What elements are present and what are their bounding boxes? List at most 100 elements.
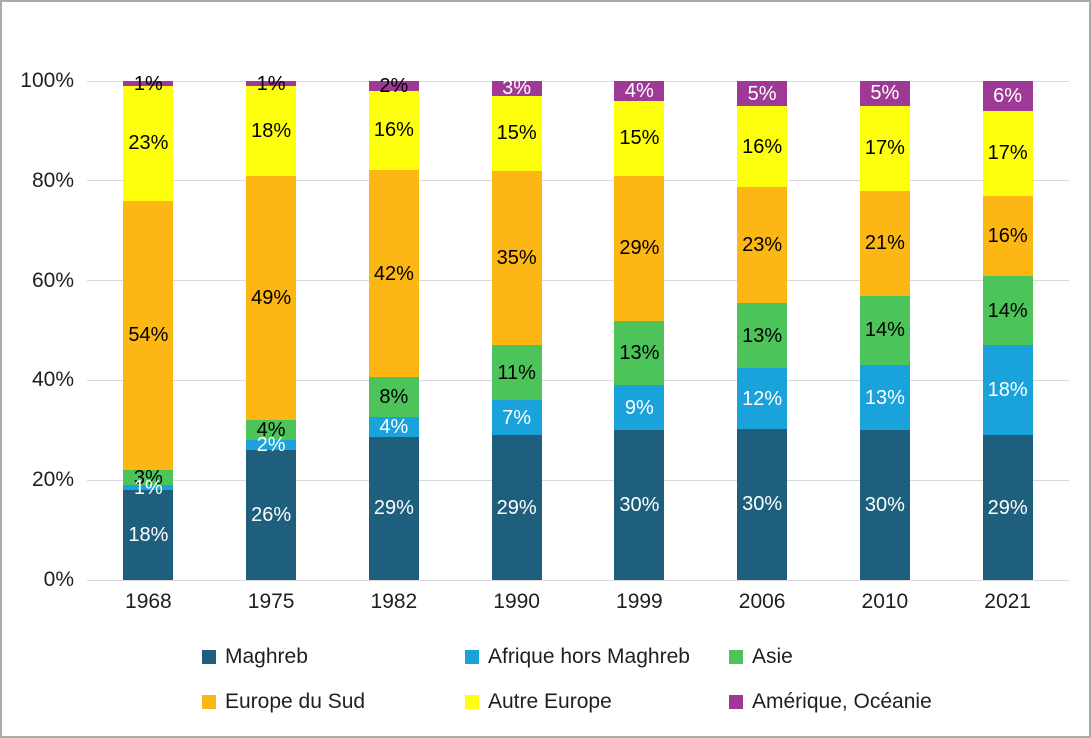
bar-segment-label: 14%: [987, 299, 1028, 322]
bar-segment-label: 9%: [624, 396, 654, 419]
bar-segment-label: 12%: [742, 387, 783, 410]
bar-segment-label: 4%: [379, 415, 409, 438]
bar-segment-amerique-oceanie: 2%: [368, 76, 419, 96]
gridline: [87, 280, 1069, 282]
bar-1975: 1% 18% 49% 4% 2% 26%: [246, 74, 297, 580]
legend-label: Maghreb: [225, 645, 308, 668]
bar-2021: 6% 17% 16% 14% 18% 29%: [982, 81, 1033, 580]
bar-segment-label: 15%: [619, 127, 660, 150]
bar-segment-maghreb: 30%: [614, 430, 665, 580]
bar-segment-europe-du-sud: 29%: [614, 175, 665, 321]
bar-segment-label: 2%: [256, 434, 286, 457]
bar-segment-label: 17%: [987, 142, 1028, 165]
bar-1982: 2% 16% 42% 8% 4% 29%: [368, 76, 419, 580]
legend-label: Europe du Sud: [225, 690, 366, 713]
bar-segment-label: 54%: [128, 324, 169, 347]
legend-item-afrique-hors-maghreb: Afrique hors Maghreb: [465, 646, 690, 668]
bar-segment-autre-europe: 15%: [491, 95, 542, 171]
bar-segment-label: 29%: [619, 237, 660, 260]
bar-segment-amerique-oceanie: 4%: [614, 81, 665, 101]
y-axis-label: 0%: [43, 568, 74, 591]
bar-segment-label: 23%: [128, 132, 169, 155]
gridline: [87, 579, 1069, 581]
x-axis-label: 1968: [125, 590, 172, 613]
bar-segment-label: 29%: [496, 496, 537, 519]
bar-segment-label: 5%: [747, 82, 777, 105]
x-axis-label: 1990: [493, 590, 540, 613]
bar-segment-label: 49%: [251, 287, 292, 310]
bar-segment-europe-du-sud: 23%: [737, 186, 788, 303]
bar-segment-amerique-oceanie: 3%: [491, 78, 542, 98]
bar-segment-autre-europe: 17%: [859, 105, 910, 191]
legend-label: Afrique hors Maghreb: [488, 645, 690, 668]
bar-segment-afrique-hors-maghreb: 12%: [737, 368, 788, 429]
bar-segment-europe-du-sud: 42%: [368, 169, 419, 378]
bar-segment-label: 21%: [864, 232, 905, 255]
bar-segment-amerique-oceanie: 1%: [123, 74, 174, 94]
legend-item-autre-europe: Autre Europe: [465, 691, 612, 713]
legend-item-asie: Asie: [729, 646, 793, 668]
gridline: [87, 180, 1069, 182]
bar-segment-autre-europe: 23%: [123, 85, 174, 201]
bar-segment-label: 6%: [993, 84, 1023, 107]
y-axis-label: 80%: [31, 168, 74, 192]
bar-segment-afrique-hors-maghreb: 13%: [859, 365, 910, 431]
bar-1968: 1% 23% 54% 3% 1% 18%: [123, 74, 174, 580]
bar-segment-label: 18%: [128, 524, 169, 547]
bar-segment-label: 3%: [133, 466, 163, 489]
legend-swatch: [465, 695, 479, 709]
bar-segment-asie: 13%: [614, 320, 665, 386]
bar-segment-asie: 14%: [982, 275, 1033, 346]
bar-segment-label: 30%: [742, 493, 783, 516]
bar-segment-asie: 3%: [123, 466, 174, 489]
bar-segment-label: 1%: [256, 72, 286, 95]
bar-segment-label: 14%: [864, 319, 905, 342]
bar-segment-autre-europe: 16%: [737, 106, 788, 187]
legend-label: Autre Europe: [488, 690, 612, 713]
bar-segment-autre-europe: 15%: [614, 100, 665, 176]
legend-label: Amérique, Océanie: [752, 690, 932, 713]
bar-segment-autre-europe: 16%: [368, 90, 419, 170]
y-axis-label: 60%: [31, 268, 74, 292]
bar-segment-label: 23%: [742, 233, 783, 256]
bar-segment-label: 16%: [742, 135, 783, 158]
gridline: [87, 479, 1069, 481]
bar-segment-label: 26%: [251, 504, 292, 527]
bar-segment-label: 8%: [379, 386, 409, 409]
bar-segment-amerique-oceanie: 1%: [246, 74, 297, 94]
bar-segment-amerique-oceanie: 6%: [982, 81, 1033, 111]
x-axis-label: 2021: [984, 590, 1031, 613]
bar-1999: 4% 15% 29% 13% 9% 30%: [614, 81, 665, 580]
bar-segment-label: 13%: [742, 324, 783, 347]
bar-segment-afrique-hors-maghreb: 7%: [491, 400, 542, 436]
bar-segment-maghreb: 29%: [491, 435, 542, 580]
bar-segment-europe-du-sud: 49%: [246, 175, 297, 421]
bar-2006: 5% 16% 23% 13% 12% 30%: [737, 81, 788, 580]
bar-segment-label: 30%: [619, 494, 660, 517]
legend-item-amerique-oceanie: Amérique, Océanie: [729, 691, 932, 713]
x-axis-label: 1982: [370, 590, 418, 613]
bar-segment-asie: 13%: [737, 302, 788, 369]
bar-segment-asie: 11%: [491, 345, 542, 401]
bar-segment-amerique-oceanie: 5%: [859, 81, 910, 106]
bar-segment-label: 15%: [496, 122, 537, 145]
y-axis-label: 40%: [31, 368, 74, 392]
bar-segment-autre-europe: 18%: [246, 85, 297, 176]
bar-segment-autre-europe: 17%: [982, 110, 1033, 196]
bar-segment-afrique-hors-maghreb: 9%: [614, 385, 665, 431]
bar-segment-label: 17%: [864, 137, 905, 160]
y-axis-label: 20%: [31, 468, 74, 492]
bar-segment-asie: 4%: [246, 420, 297, 440]
x-axis-label: 2010: [861, 590, 909, 613]
bar-segment-label: 16%: [373, 119, 414, 142]
x-axis-label: 2006: [738, 590, 786, 613]
bar-segment-label: 1%: [133, 476, 163, 499]
legend-swatch: [465, 650, 479, 664]
bar-segment-maghreb: 30%: [859, 430, 910, 580]
legend-swatch: [729, 695, 743, 709]
legend-swatch: [202, 650, 216, 664]
bar-segment-label: 1%: [133, 72, 163, 95]
bar-segment-afrique-hors-maghreb: 4%: [368, 415, 419, 438]
bar-segment-afrique-hors-maghreb: 1%: [123, 478, 174, 498]
bar-segment-label: 2%: [379, 74, 409, 97]
